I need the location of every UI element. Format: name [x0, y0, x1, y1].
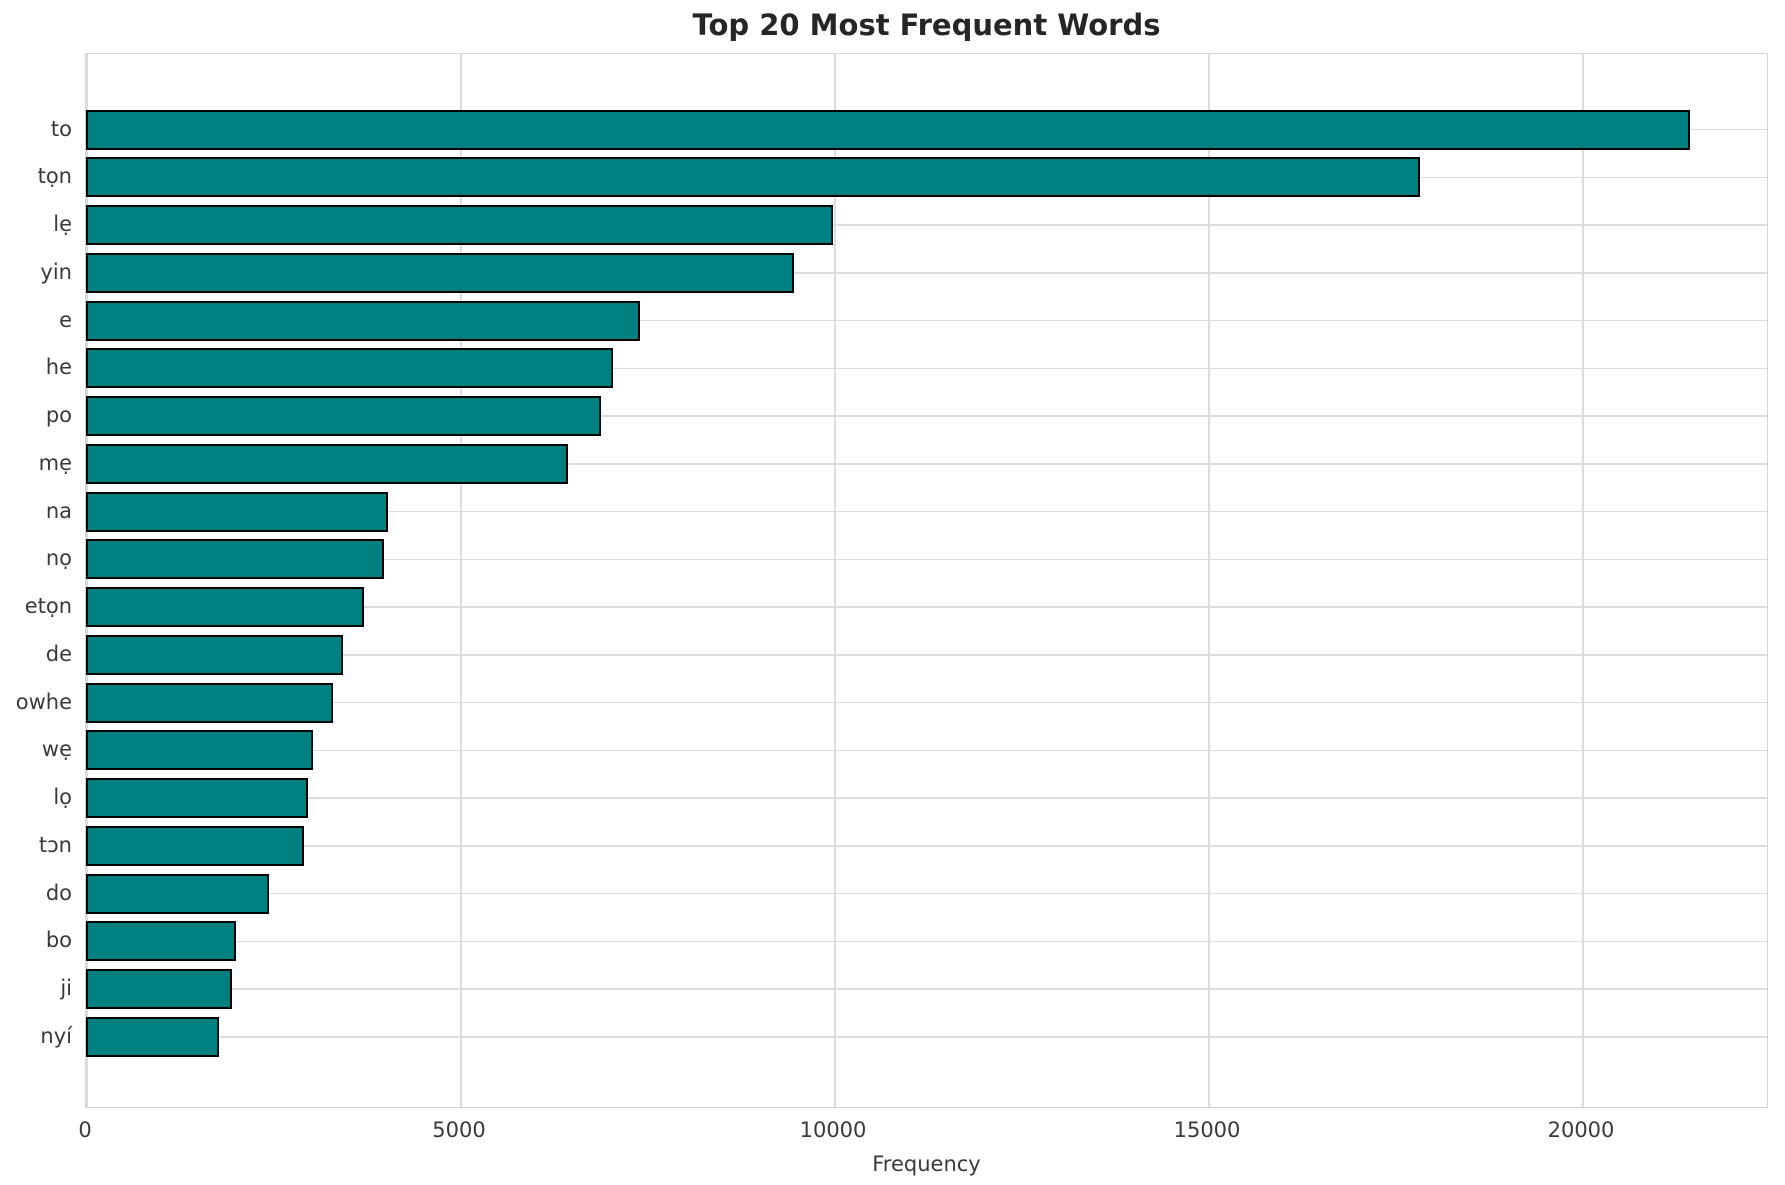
x-gridline: [834, 54, 836, 1107]
bar-tọn: [86, 157, 1421, 198]
bar-ji: [86, 969, 232, 1009]
y-gridline: [86, 558, 1767, 560]
y-tick-label: tɔn: [38, 832, 72, 857]
y-tick-label: he: [45, 355, 72, 380]
y-tick-label: nọ: [45, 546, 72, 571]
y-tick-label: nyí: [40, 1023, 72, 1048]
bar-lọ: [86, 778, 309, 818]
y-gridline: [86, 1036, 1767, 1038]
y-gridline: [86, 415, 1767, 417]
y-gridline: [86, 701, 1767, 704]
y-tick-label: na: [45, 498, 72, 523]
y-gridline: [86, 510, 1767, 513]
y-gridline: [86, 940, 1767, 942]
y-tick-label: po: [45, 403, 72, 427]
y-tick-label: de: [45, 641, 72, 666]
bar-he: [86, 348, 614, 389]
y-tick-label: mẹ: [38, 450, 72, 475]
bar-lẹ: [86, 205, 834, 245]
x-tick-label: 15000: [1173, 1118, 1241, 1142]
chart-title: Top 20 Most Frequent Words: [692, 8, 1161, 42]
bar-nyí: [86, 1016, 219, 1057]
x-tick-label: 20000: [1547, 1118, 1615, 1142]
bar-mẹ: [86, 443, 568, 484]
bar-na: [86, 491, 389, 532]
y-gridline: [86, 606, 1767, 608]
bar-tɔn: [86, 825, 305, 866]
y-tick-label: lẹ: [53, 212, 72, 236]
bar-bo: [86, 921, 236, 962]
y-gridline: [86, 845, 1767, 847]
y-gridline: [86, 892, 1767, 895]
x-tick-label: 5000: [432, 1118, 486, 1142]
x-gridline: [1582, 54, 1584, 1107]
bar-e: [86, 300, 641, 341]
y-tick-label: bo: [45, 928, 72, 953]
bar-yin: [86, 252, 794, 293]
bar-etọn: [86, 587, 365, 627]
x-gridline: [86, 54, 88, 1107]
bar-wẹ: [86, 730, 313, 771]
y-gridline: [86, 319, 1767, 322]
bar-owhe: [86, 682, 333, 723]
x-gridline: [1208, 54, 1210, 1107]
y-tick-label: lọ: [53, 785, 72, 809]
y-gridline: [86, 797, 1767, 799]
y-gridline: [86, 463, 1767, 465]
bar-nọ: [86, 539, 385, 580]
y-tick-label: etọn: [24, 594, 72, 618]
x-axis-label: Frequency: [872, 1152, 981, 1176]
y-tick-label: e: [59, 307, 72, 332]
y-tick-label: yin: [40, 259, 72, 284]
y-tick-label: ji: [60, 976, 72, 1000]
y-gridline: [86, 224, 1767, 226]
y-tick-label: owhe: [15, 689, 72, 714]
y-tick-label: tọn: [37, 164, 72, 189]
bar-do: [86, 873, 270, 914]
plot-area: [85, 53, 1768, 1108]
bar-de: [86, 634, 344, 675]
y-gridline: [86, 749, 1767, 751]
y-tick-label: do: [45, 880, 72, 905]
x-tick-label: 10000: [799, 1118, 867, 1142]
bar-to: [86, 109, 1691, 150]
bar-po: [86, 396, 601, 436]
y-gridline: [86, 988, 1767, 990]
y-tick-label: to: [50, 116, 72, 141]
y-gridline: [86, 272, 1767, 274]
x-tick-label: 0: [78, 1118, 92, 1142]
y-gridline: [86, 367, 1767, 369]
y-tick-label: wẹ: [41, 737, 72, 762]
x-gridline: [460, 54, 462, 1107]
y-gridline: [86, 654, 1767, 656]
